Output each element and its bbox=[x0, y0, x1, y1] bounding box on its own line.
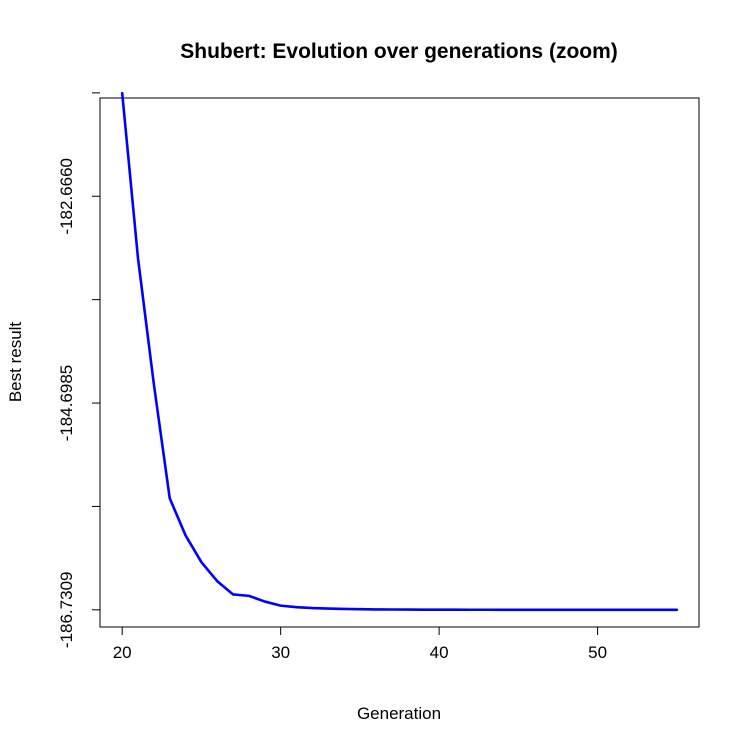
x-tick-label: 20 bbox=[113, 643, 132, 662]
x-axis: 20 30 40 50 bbox=[113, 627, 607, 662]
x-tick-label: 40 bbox=[430, 643, 449, 662]
x-tick-label: 30 bbox=[271, 643, 290, 662]
x-tick-label: 50 bbox=[588, 643, 607, 662]
y-tick-label: -184.6985 bbox=[57, 365, 76, 442]
y-axis: -186.7309 -184.6985 -182.6660 bbox=[57, 92, 100, 649]
series-line bbox=[120, 91, 679, 612]
y-tick-label: -186.7309 bbox=[57, 572, 76, 649]
series-layer bbox=[120, 91, 679, 612]
plot-frame bbox=[99, 97, 700, 628]
x-axis-label: Generation bbox=[357, 704, 441, 723]
y-tick-label: -182.6660 bbox=[57, 158, 76, 235]
chart-title: Shubert: Evolution over generations (zoo… bbox=[180, 40, 618, 63]
y-axis-label: Best result bbox=[6, 322, 25, 403]
